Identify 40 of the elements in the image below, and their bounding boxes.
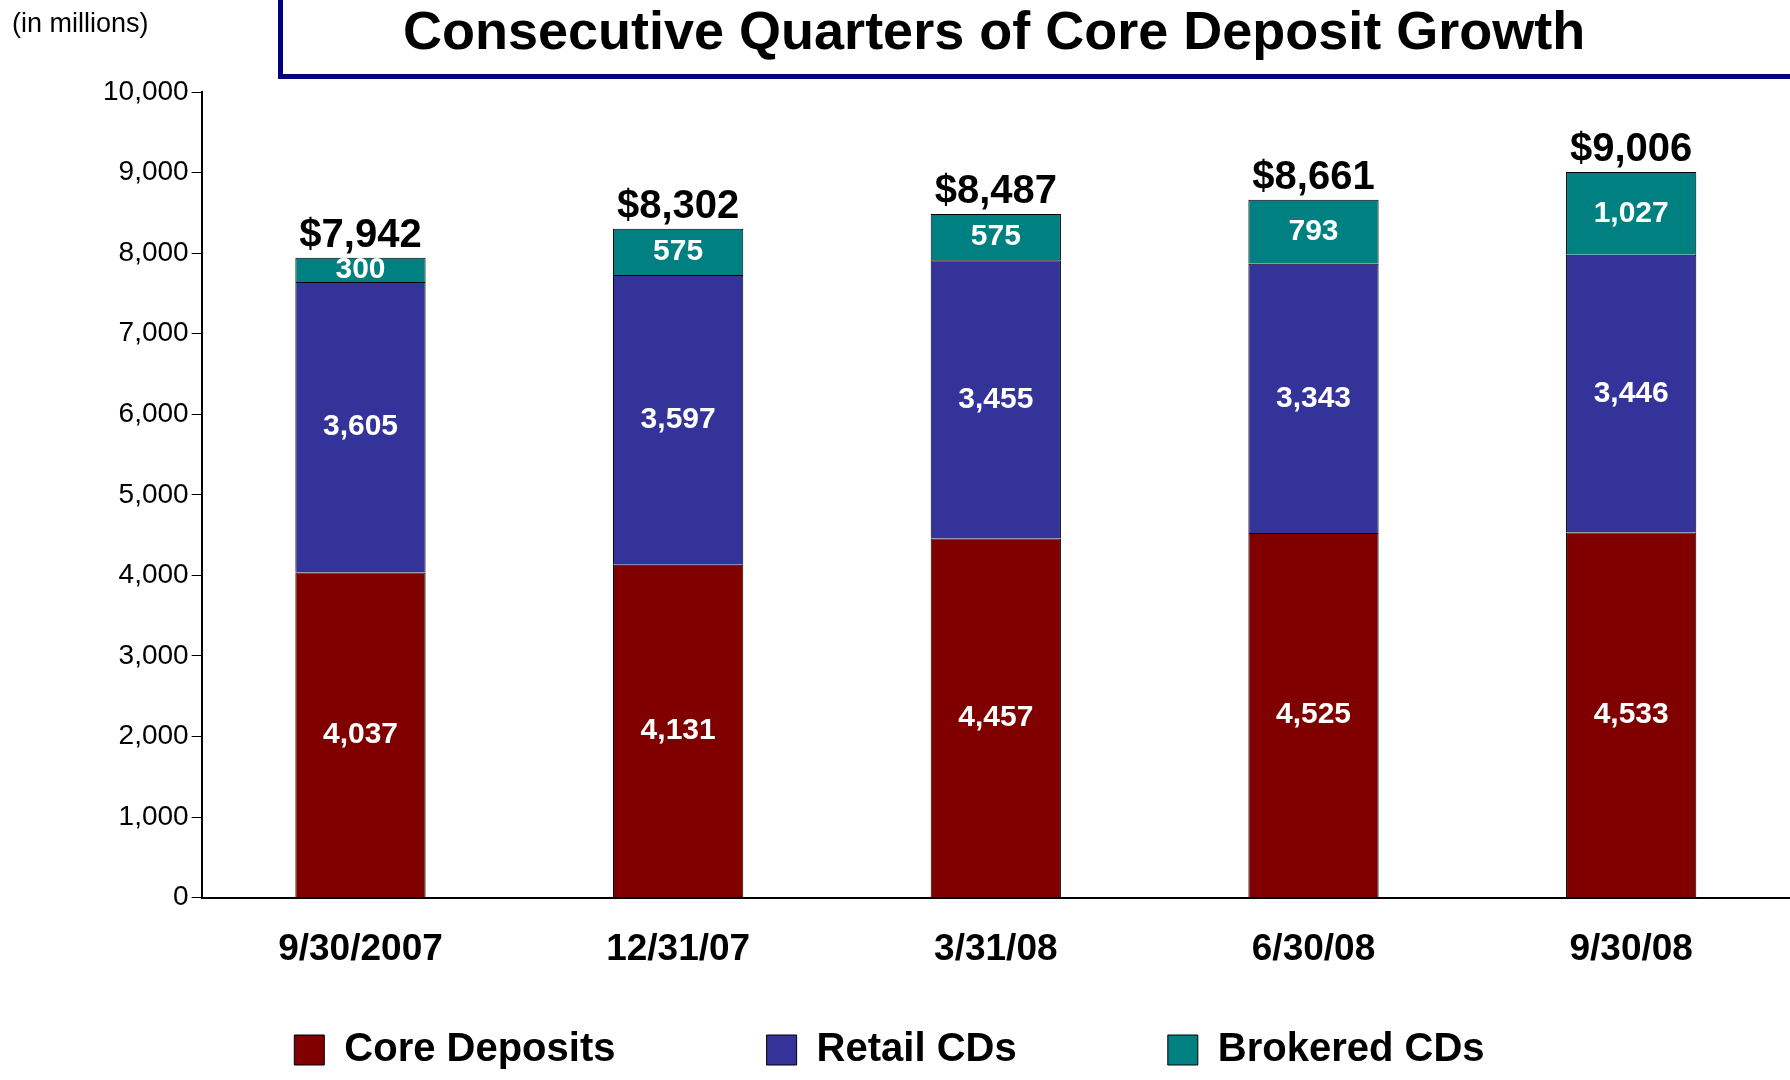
y-tick-label: 0 <box>173 880 189 912</box>
data-label: 3,597 <box>640 401 716 435</box>
data-label: 4,131 <box>640 712 716 746</box>
data-label: 793 <box>1288 213 1339 247</box>
data-label: 575 <box>653 233 704 267</box>
total-label: $7,942 <box>299 210 422 255</box>
data-label: 4,037 <box>322 716 399 750</box>
y-tick-label: 3,000 <box>118 638 189 670</box>
x-tick-label: 9/30/2007 <box>278 927 443 968</box>
legend-label: Retail CDs <box>816 1025 1128 1070</box>
y-tick-label: 4,000 <box>118 558 189 590</box>
y-tick-label: 7,000 <box>118 316 189 348</box>
data-label: 4,525 <box>1275 696 1352 730</box>
data-label: 3,455 <box>958 380 1034 414</box>
chart-title: Consecutive Quarters of Core Deposit Growth <box>402 0 1586 62</box>
total-label: $8,302 <box>616 181 740 226</box>
total-label: $9,006 <box>1569 125 1693 170</box>
data-label: 575 <box>970 218 1021 252</box>
x-tick-label: 12/31/07 <box>606 927 751 968</box>
legend-label: Brokered CDs <box>1217 1025 1596 1070</box>
total-label: $8,661 <box>1252 152 1375 197</box>
x-tick-label: 9/30/08 <box>1569 927 1693 968</box>
y-tick-label: 5,000 <box>118 477 189 509</box>
x-tick-label: 3/31/08 <box>934 927 1058 968</box>
y-tick-label: 9,000 <box>118 155 189 187</box>
data-label: 1,027 <box>1593 194 1669 228</box>
y-tick-label: 1,000 <box>118 799 189 831</box>
data-label: 3,605 <box>322 408 399 442</box>
x-tick-label: 6/30/08 <box>1251 927 1376 968</box>
y-tick-label: 10,000 <box>103 74 189 106</box>
data-label: 4,457 <box>958 699 1034 733</box>
data-label: 3,343 <box>1275 379 1352 413</box>
data-label: 4,533 <box>1593 696 1669 730</box>
y-tick-label: 8,000 <box>118 235 189 267</box>
y-tick-label: 6,000 <box>118 396 189 428</box>
legend-label: Core Deposits <box>344 1025 727 1070</box>
y-tick-label: 2,000 <box>118 719 189 751</box>
y-axis-title: (in millions) <box>12 8 149 39</box>
data-label: 3,446 <box>1593 374 1669 408</box>
total-label: $8,487 <box>934 166 1057 211</box>
